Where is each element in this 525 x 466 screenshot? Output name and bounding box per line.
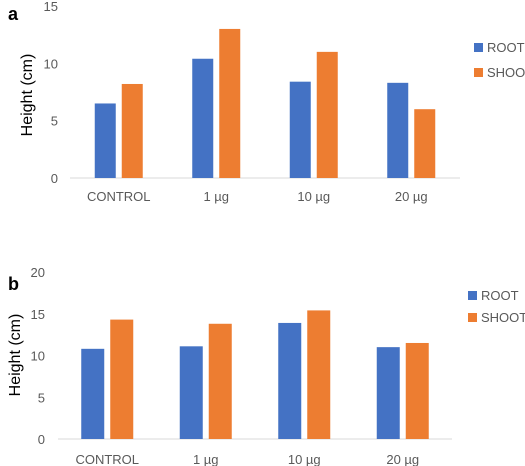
x-ticks-a: CONTROL 1 µg 10 µg 20 µg <box>87 189 428 204</box>
bar-shoot-1 <box>208 323 232 439</box>
legend-b: ROOT SHOOT <box>468 288 525 325</box>
y-tick-label: 15 <box>31 307 45 322</box>
y-ticks-b: 0 5 10 15 20 <box>31 265 45 447</box>
y-axis-label-a: Height (cm) <box>19 54 36 137</box>
y-tick-label: 15 <box>44 0 58 14</box>
y-tick-label: 20 <box>31 265 45 280</box>
y-tick-label: 10 <box>44 56 58 71</box>
x-ticks-b: CONTROL 1 µg 10 µg 20 µg <box>75 452 419 466</box>
bar-shoot-3 <box>414 109 436 178</box>
y-tick-label: 10 <box>31 349 45 364</box>
bar-root-0 <box>81 348 105 439</box>
x-tick-label: 10 µg <box>297 189 330 204</box>
x-tick-label: 20 µg <box>395 189 428 204</box>
legend-swatch-root <box>474 43 483 52</box>
x-tick-label: CONTROL <box>87 189 151 204</box>
x-tick-label: 20 µg <box>386 452 419 466</box>
bar-root-2 <box>289 81 311 178</box>
bars-b <box>81 310 429 439</box>
legend-label-shoot: SHOOT <box>487 65 525 80</box>
bar-shoot-1 <box>219 28 241 178</box>
x-tick-label: 10 µg <box>288 452 321 466</box>
bar-shoot-0 <box>121 83 143 178</box>
y-tick-label: 0 <box>51 171 58 186</box>
bar-root-0 <box>94 103 116 178</box>
bar-shoot-2 <box>316 51 338 178</box>
y-tick-label: 5 <box>38 390 45 405</box>
x-tick-label: CONTROL <box>75 452 139 466</box>
legend-a: ROOT SHOOT <box>474 40 525 80</box>
bar-root-3 <box>387 82 409 178</box>
bar-shoot-3 <box>405 342 429 439</box>
x-tick-label: 1 µg <box>193 452 219 466</box>
legend-swatch-shoot <box>468 313 477 322</box>
y-axis-label-b: Height (cm) <box>7 314 24 397</box>
panel-label-a: a <box>8 4 19 24</box>
y-tick-label: 0 <box>38 432 45 447</box>
legend-label-root: ROOT <box>481 288 519 303</box>
legend-swatch-root <box>468 291 477 300</box>
y-ticks-a: 0 5 10 15 <box>44 0 58 186</box>
legend-swatch-shoot <box>474 68 483 77</box>
bar-root-1 <box>192 58 214 178</box>
y-tick-label: 5 <box>51 114 58 129</box>
legend-label-root: ROOT <box>487 40 525 55</box>
bar-root-3 <box>376 347 400 439</box>
legend-label-shoot: SHOOT <box>481 310 525 325</box>
x-tick-label: 1 µg <box>203 189 229 204</box>
bars-a <box>94 28 436 178</box>
chart-b: b Height (cm) 0 5 10 15 20 CONTROL 1 µg 10 µg 2… <box>7 265 525 466</box>
bar-shoot-0 <box>110 319 134 439</box>
panel-label-b: b <box>8 274 19 294</box>
chart-a: a Height (cm) 0 5 10 15 CONTROL 1 µg 10 µg 20 … <box>8 0 525 204</box>
bar-root-1 <box>179 346 203 439</box>
bar-root-2 <box>278 322 302 439</box>
bar-shoot-2 <box>307 310 331 439</box>
